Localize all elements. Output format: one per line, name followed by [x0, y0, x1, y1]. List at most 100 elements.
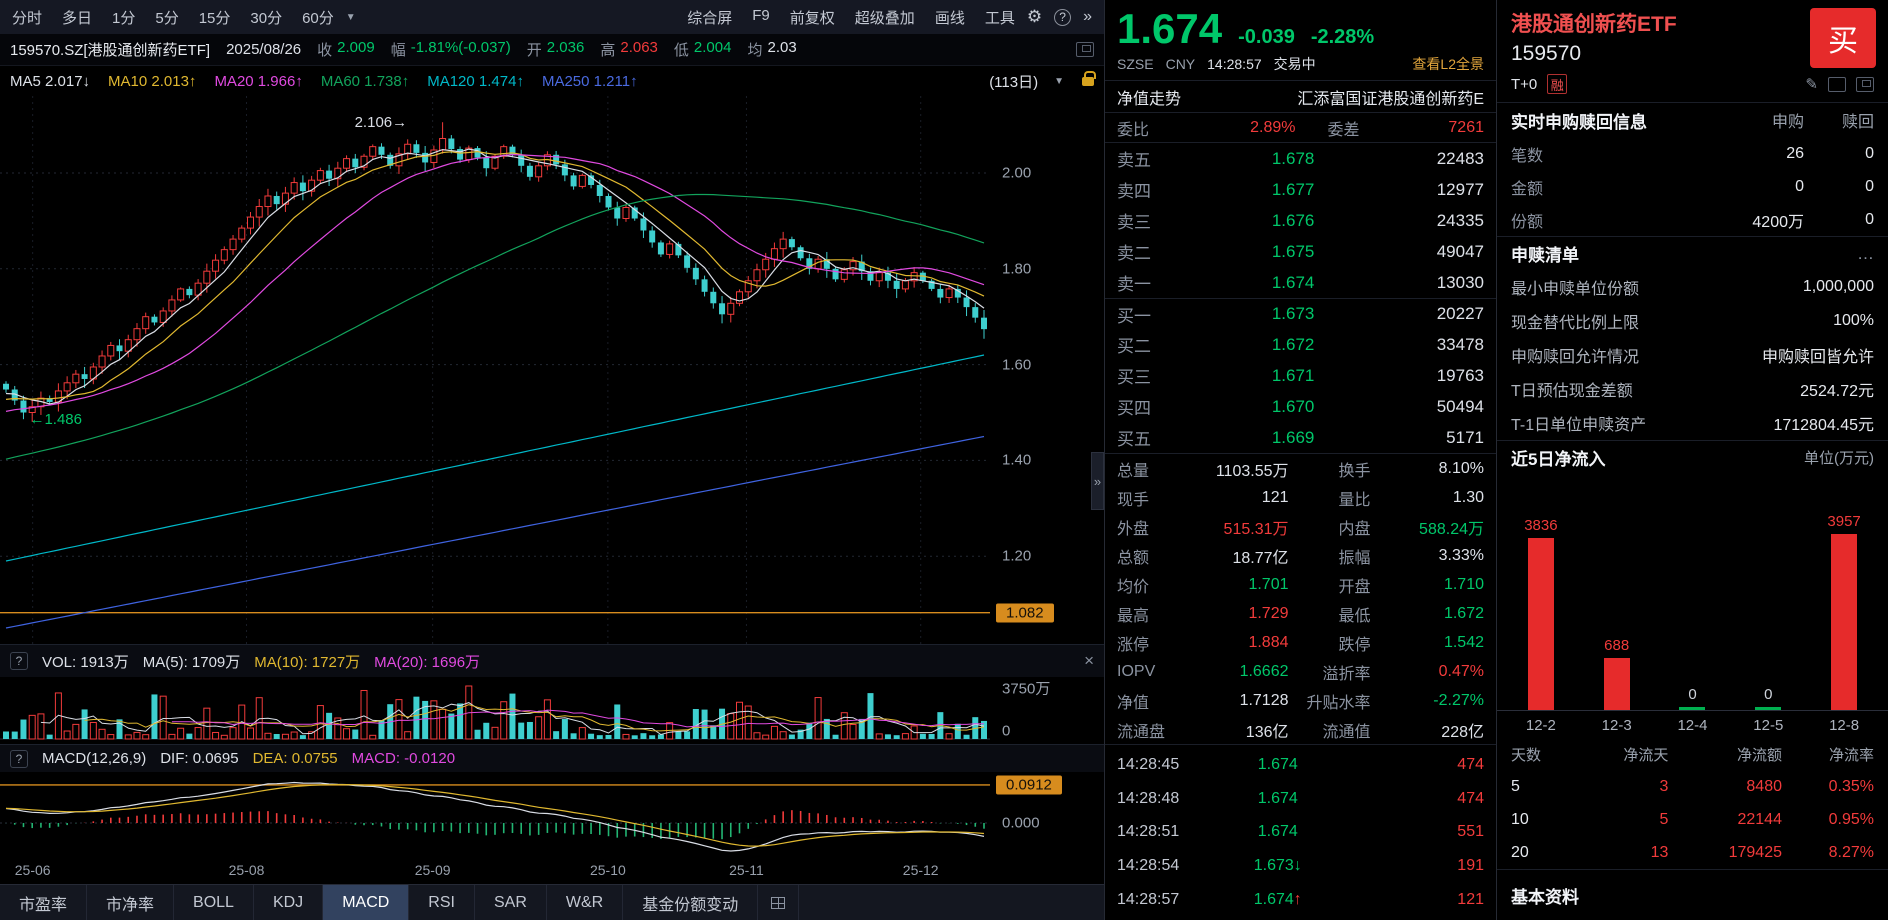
indicator-tab[interactable]: MACD	[323, 885, 410, 920]
order-price: 1.669	[1271, 427, 1315, 447]
macd-chart[interactable]: 0.0912 0.000	[0, 772, 1104, 858]
order-book-row[interactable]: 卖四 1.677 12977	[1105, 174, 1496, 205]
toolbar-period[interactable]: 30分	[250, 9, 283, 27]
ma-indicator-value: MA10 2.013↑	[108, 72, 197, 90]
stat-label: 均价	[1117, 578, 1150, 596]
volume-svg[interactable]	[0, 677, 1105, 744]
flow-net-days: 5	[1659, 810, 1669, 828]
indicator-tabs: 市盈率 市净率 BOLL KDJ MACD RSI SAR W&R 基金份额变动	[0, 884, 1104, 920]
order-book-row[interactable]: 卖二 1.675 49047	[1105, 236, 1496, 267]
indicator-tab[interactable]: RSI	[409, 885, 475, 920]
netflow-date: 12-8	[1829, 717, 1860, 734]
more-icon[interactable]: …	[1857, 243, 1874, 263]
basic-info-title[interactable]: 基本资料	[1497, 869, 1888, 920]
flow-table-row: 10 5 22144 0.95%	[1497, 803, 1888, 836]
close-volume-icon[interactable]: ×	[1084, 651, 1094, 670]
volume-axis-zero: 0	[1002, 722, 1011, 740]
stat-value: 8.10%	[1438, 459, 1484, 477]
period-dropdown-icon[interactable]: ▼	[345, 11, 356, 23]
grid-layout-button[interactable]	[758, 885, 800, 920]
subscription-label: 份额	[1511, 213, 1544, 231]
period-buttons: 分时 多日 1分 5分 15分 30分 60分	[12, 7, 334, 28]
redeem-label: T-1日单位申赎资产	[1511, 417, 1647, 434]
price-axis-label: 2.00	[1002, 164, 1032, 182]
stat-label: 流通盘	[1117, 723, 1166, 741]
layout-icon[interactable]	[1828, 76, 1846, 92]
symbol-label[interactable]: 159570.SZ[港股通创新药ETF]	[10, 42, 211, 59]
volume-chart[interactable]: 3750万 0	[0, 677, 1104, 744]
macd-svg[interactable]	[0, 772, 1105, 858]
toolbar-period[interactable]: 60分	[302, 9, 334, 27]
order-level-label: 卖二	[1117, 244, 1151, 263]
stat-row: 总量 1103.55万 换手 8.10%	[1105, 454, 1496, 483]
svg-text:←1.486: ←1.486	[29, 411, 82, 428]
stat-value: 1.672	[1443, 604, 1484, 622]
info-field-label: 幅	[390, 42, 406, 59]
toolbar-period[interactable]: 15分	[198, 9, 231, 27]
indicator-tab[interactable]: 市盈率	[0, 885, 88, 920]
order-price: 1.670	[1271, 396, 1315, 416]
trading-status: 交易中	[1273, 56, 1316, 72]
toolbar-tool[interactable]: 综合屏	[687, 9, 733, 27]
toolbar-tool[interactable]: 超级叠加	[854, 9, 915, 27]
candlestick-chart[interactable]: 2.106→ ←1.486 2.00 1.80 1.60 1.40 1.20 1.082	[0, 96, 1104, 644]
visible-range-label[interactable]: (113日)	[989, 73, 1039, 91]
toolbar-period[interactable]: 1分	[112, 9, 136, 27]
exchange-label: SZSE	[1117, 56, 1154, 72]
indicator-tab[interactable]: 基金份额变动	[623, 885, 759, 920]
order-book-row[interactable]: 买五 1.669 5171	[1105, 422, 1496, 453]
subscription-title: 实时申购赎回信息	[1511, 112, 1647, 132]
order-book-row[interactable]: 买二 1.672 33478	[1105, 329, 1496, 360]
indicator-tab[interactable]: BOLL	[174, 885, 254, 920]
toolbar-tool[interactable]: 画线	[934, 9, 965, 27]
subscribe-column-header: 申购	[1771, 114, 1804, 131]
indicator-help-icon[interactable]: ?	[10, 652, 28, 670]
flow-table-row: 20 13 179425 8.27%	[1497, 836, 1888, 869]
order-volume: 33478	[1436, 334, 1484, 354]
netflow-bar-chart: 3836 688 0 0 3957	[1497, 474, 1888, 710]
order-book-row[interactable]: 卖一 1.674 13030	[1105, 267, 1496, 298]
buy-button[interactable]: 买	[1810, 8, 1876, 68]
order-book-row[interactable]: 买三 1.671 19763	[1105, 360, 1496, 391]
settings-gear-icon[interactable]: ⚙	[1026, 7, 1043, 26]
tick-price: 1.674	[1209, 790, 1347, 808]
netflow-bar	[1527, 537, 1554, 710]
nav-tab[interactable]: 净值走势	[1117, 90, 1182, 108]
candlestick-svg[interactable]: 2.106→ ←1.486	[0, 96, 1105, 644]
stat-label: 升贴水率	[1306, 694, 1371, 712]
more-tools-icon[interactable]: »	[1083, 8, 1092, 25]
toolbar-tool[interactable]: 前复权	[789, 9, 835, 27]
order-book-row[interactable]: 卖三 1.676 24335	[1105, 205, 1496, 236]
l2-link[interactable]: 查看L2全景	[1412, 56, 1484, 72]
indicator-tab[interactable]: W&R	[547, 885, 624, 920]
toolbar-period[interactable]: 分时	[12, 9, 43, 27]
toolbar-period[interactable]: 5分	[155, 9, 179, 27]
toolbar-period[interactable]: 多日	[62, 9, 93, 27]
order-volume: 13030	[1436, 272, 1484, 292]
indicator-tab[interactable]: 市净率	[87, 885, 175, 920]
order-level-label: 买五	[1117, 430, 1151, 449]
stat-label: 开盘	[1338, 578, 1371, 596]
order-book-row[interactable]: 买四 1.670 50494	[1105, 391, 1496, 422]
range-dropdown-icon[interactable]: ▼	[1054, 75, 1064, 87]
help-icon[interactable]: ?	[1054, 8, 1072, 26]
toolbar-tool[interactable]: 工具	[984, 9, 1015, 27]
info-field-value: 2.036	[546, 39, 585, 56]
order-price: 1.672	[1271, 334, 1315, 354]
fund-name[interactable]: 汇添富国证港股通创新药E	[1297, 90, 1484, 108]
collapse-panel-handle[interactable]: »	[1091, 452, 1104, 510]
indicator-help-icon[interactable]: ?	[10, 749, 28, 768]
indicator-tab[interactable]: KDJ	[254, 885, 324, 920]
netflow-date: 12-3	[1601, 717, 1632, 734]
order-book-row[interactable]: 卖五 1.678 22483	[1105, 143, 1496, 174]
edit-icon[interactable]: ✎	[1805, 76, 1818, 93]
ma-indicator-bar: MA5 2.017↓ MA10 2.013↑ MA20 1.966↑ MA60 1.7…	[0, 66, 1104, 96]
lock-icon[interactable]	[1082, 70, 1096, 86]
order-book-row[interactable]: 买一 1.673 20227	[1105, 298, 1496, 329]
flow-table-rows: 5 3 8480 0.35% 10 5 22144 0.95% 20 13 179425 8.27%	[1497, 770, 1888, 869]
time-axis: 25-06 25-08 25-09 25-10 25-11 25-12	[0, 858, 1104, 884]
pip-icon[interactable]	[1076, 42, 1094, 57]
pip-window-icon[interactable]	[1856, 76, 1874, 92]
toolbar-tool[interactable]: F9	[752, 6, 770, 24]
indicator-tab[interactable]: SAR	[475, 885, 547, 920]
